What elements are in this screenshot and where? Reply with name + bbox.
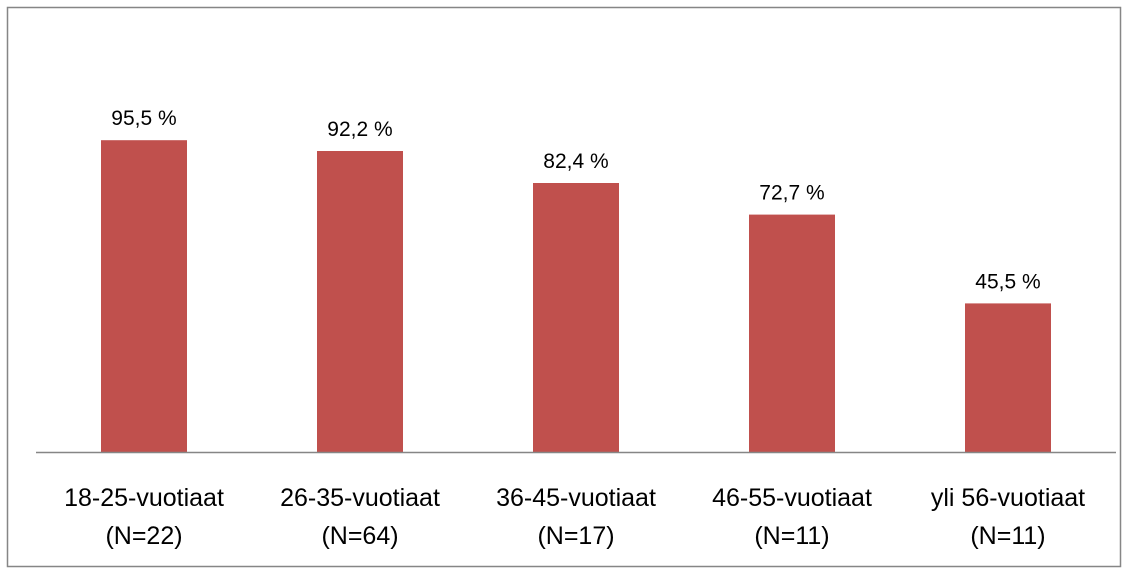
x-tick-label-line: 36-45-vuotiaat <box>496 484 656 512</box>
bars-layer <box>101 140 1051 452</box>
x-tick-label-line: 26-35-vuotiaat <box>280 484 440 512</box>
bar-3 <box>533 183 619 452</box>
bar-2 <box>317 151 403 452</box>
x-tick-label-line: (N=64) <box>321 522 398 550</box>
bar-value-label-1: 95,5 % <box>111 107 176 130</box>
bar-value-label-5: 45,5 % <box>975 270 1040 293</box>
x-tick-label-line: 46-55-vuotiaat <box>712 484 872 512</box>
x-tick-label-1: 18-25-vuotiaat (N=22) <box>64 484 224 550</box>
x-tick-label-line: (N=22) <box>105 522 182 550</box>
x-tick-labels-layer: 18-25-vuotiaat (N=22) 26-35-vuotiaat (N=64)… <box>64 484 1085 550</box>
x-tick-label-5: yli 56-vuotiaat (N=11) <box>931 484 1085 550</box>
x-tick-label-line: (N=11) <box>970 522 1045 550</box>
x-tick-label-line: (N=17) <box>537 522 614 550</box>
bar-value-label-4: 72,7 % <box>759 182 824 205</box>
bar-value-label-2: 92,2 % <box>327 118 392 141</box>
bar-4 <box>749 214 835 452</box>
x-tick-label-line: (N=11) <box>754 522 829 550</box>
bar-5 <box>965 303 1051 452</box>
bar-value-label-3: 82,4 % <box>543 150 608 173</box>
x-tick-label-line: 18-25-vuotiaat <box>64 484 224 512</box>
x-tick-label-4: 46-55-vuotiaat (N=11) <box>712 484 872 550</box>
x-tick-label-line: yli 56-vuotiaat <box>931 484 1085 512</box>
bar-1 <box>101 140 187 452</box>
data-labels-layer: 95,5 % 92,2 % 82,4 % 72,7 % 45,5 % <box>111 107 1040 293</box>
x-tick-label-3: 36-45-vuotiaat (N=17) <box>496 484 656 550</box>
x-tick-label-2: 26-35-vuotiaat (N=64) <box>280 484 440 550</box>
